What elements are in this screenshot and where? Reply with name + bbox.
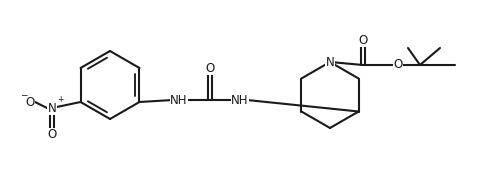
Text: O: O: [48, 129, 56, 142]
Text: O: O: [394, 59, 402, 72]
Text: NH: NH: [231, 93, 249, 106]
Text: −: −: [20, 90, 28, 99]
Text: N: N: [48, 101, 56, 114]
Text: O: O: [358, 33, 368, 46]
Text: NH: NH: [170, 93, 188, 106]
Text: O: O: [206, 62, 214, 75]
Text: O: O: [26, 96, 35, 109]
Text: N: N: [326, 56, 334, 69]
Text: +: +: [57, 95, 64, 104]
